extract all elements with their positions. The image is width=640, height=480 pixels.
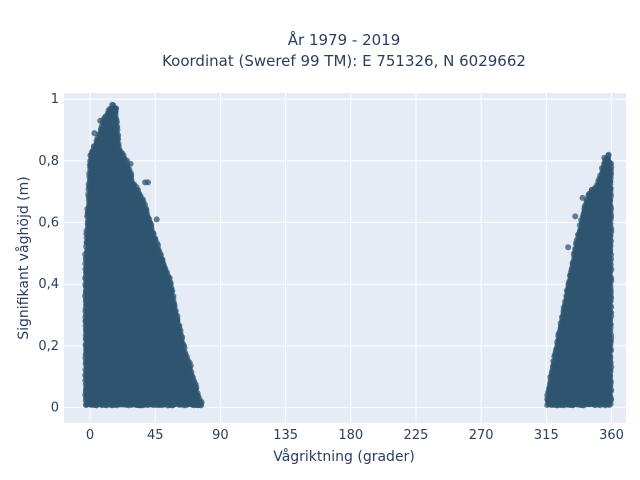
data-points [82,101,615,409]
data-point [113,119,120,126]
data-point [115,132,122,139]
data-point [128,172,135,179]
chart-title-line1: År 1979 - 2019 [288,30,401,49]
grid-lines [64,93,626,423]
chart-title-line2: Koordinat (Sweref 99 TM): E 751326, N 60… [162,52,526,70]
